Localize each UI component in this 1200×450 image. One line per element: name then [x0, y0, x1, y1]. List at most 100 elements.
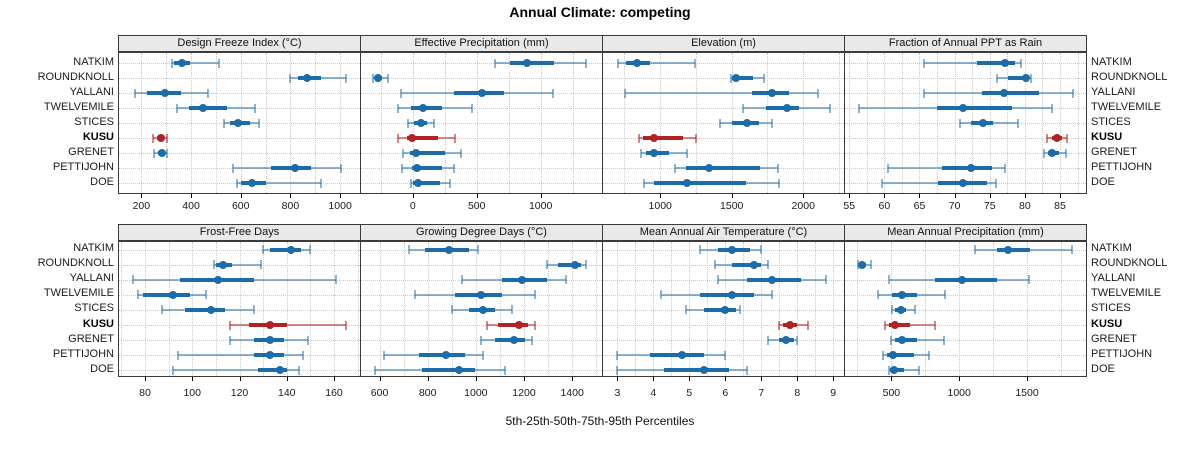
site-label-right: TWELVEMILE [1091, 100, 1162, 113]
whisker-cap-left [959, 118, 962, 128]
gridline-vertical [263, 242, 265, 376]
iqr-band-25-75 [413, 181, 441, 185]
median-dot [782, 336, 791, 345]
whisker-cap-right [218, 58, 221, 68]
axis-tick-mark [240, 194, 242, 198]
whisker-cap-left [858, 103, 861, 113]
median-dot [157, 149, 166, 157]
iqr-band-25-75 [258, 368, 287, 373]
row-guide [119, 63, 360, 64]
site-label-left: YALLANI [69, 85, 114, 98]
whisker-cap-right [1066, 133, 1069, 143]
site-label-right: PETTIJOHN [1091, 347, 1153, 360]
iqr-band-25-75 [495, 338, 525, 343]
whisker-cap-right [565, 275, 568, 285]
axis-tick-mark [891, 377, 893, 381]
whisker-cap-right [771, 290, 774, 300]
whisker-cap-right [934, 320, 937, 330]
axis-tick-mark [803, 194, 805, 198]
axis-tick-mark [191, 194, 193, 198]
row-guide [361, 78, 602, 79]
axis-tick-label: 1000 [328, 200, 352, 212]
iqr-band-25-75 [654, 181, 747, 185]
whisker-cap-right [1064, 148, 1067, 158]
iqr-band-25-75 [887, 353, 914, 358]
whisker-cap-left [1046, 133, 1049, 143]
site-label-left: GRENET [68, 332, 114, 345]
axis-tick-label: 65 [913, 200, 926, 212]
site-label-left: STICES [74, 115, 114, 128]
axis-tick-label: 400 [182, 200, 200, 212]
whisker-cap-right [1004, 163, 1007, 173]
median-dot [478, 305, 487, 314]
median-dot [768, 89, 777, 97]
gridline-vertical [833, 242, 835, 376]
whisker-cap-right [995, 178, 998, 188]
gridline-vertical [144, 242, 146, 376]
median-dot [721, 305, 730, 314]
site-label-right: NATKIM [1091, 55, 1132, 68]
site-label-left: TWELVEMILE [43, 100, 114, 113]
panel-strip: Frost-Free Days [118, 224, 361, 241]
iqr-band-25-75 [422, 368, 476, 373]
gridline-vertical [523, 242, 525, 376]
iqr-band-25-75 [982, 91, 1039, 95]
median-dot [959, 104, 968, 112]
whisker-cap-left [400, 163, 403, 173]
whisker-cap-right [807, 320, 810, 330]
whisker-cap-left [923, 58, 926, 68]
iqr-band-25-75 [188, 106, 227, 110]
whisker-cap-left [886, 163, 889, 173]
whisker-cap-right [433, 118, 436, 128]
row-guide [119, 93, 360, 94]
median-dot [743, 119, 752, 127]
whisker-cap-left [451, 305, 454, 315]
whisker-cap-right [297, 365, 300, 375]
whisker-5-95 [173, 369, 299, 372]
row-guide [845, 294, 1086, 296]
whisker-cap-left [1042, 148, 1045, 158]
median-dot [287, 245, 296, 254]
whisker-5-95 [172, 62, 220, 64]
row-guide [845, 78, 1086, 79]
axis-tick-label: 2000 [791, 200, 815, 212]
gridline-vertical [635, 242, 637, 376]
site-label-right: KUSU [1091, 317, 1123, 330]
gridline-vertical [379, 242, 381, 376]
whisker-cap-left [485, 320, 488, 330]
whisker-cap-right [386, 73, 389, 83]
site-label-right: YALLANI [1091, 272, 1136, 285]
whisker-cap-right [319, 178, 322, 188]
axis-tick-label: 75 [983, 200, 996, 212]
axis-tick-mark [379, 377, 381, 381]
axis-tick-label: 1200 [512, 387, 536, 399]
whisker-cap-right [585, 260, 588, 270]
gridline-vertical [797, 242, 799, 376]
whisker-cap-right [796, 335, 799, 345]
site-label-left: ROUNDKNOLL [37, 70, 114, 83]
row-guide [603, 108, 844, 109]
axis-tick-mark [954, 194, 956, 198]
iqr-band-25-75 [937, 106, 1013, 110]
whisker-cap-right [530, 335, 533, 345]
axis-tick-mark [334, 377, 335, 381]
whisker-cap-right [510, 305, 513, 315]
row-guide [361, 249, 602, 251]
row-guide [361, 183, 602, 184]
median-dot [1048, 149, 1057, 157]
median-dot [1053, 134, 1062, 142]
panel-strip: Effective Precipitation (mm) [360, 35, 603, 52]
x-axis-label: 5th-25th-50th-75th-95th Percentiles [505, 414, 695, 428]
whisker-cap-left [176, 103, 179, 113]
iqr-band-25-75 [732, 76, 754, 80]
whisker-cap-right [344, 320, 347, 330]
whisker-cap-left [623, 88, 626, 98]
axis-tick-mark [989, 194, 991, 198]
whisker-cap-right [166, 148, 169, 158]
median-dot [411, 149, 420, 157]
whisker-cap-left [974, 245, 977, 254]
axis-tick-label: 500 [467, 200, 486, 212]
axis-tick-label: 9 [830, 387, 837, 399]
site-label-left: GRENET [68, 145, 114, 158]
axis-tick-label: 7 [758, 387, 765, 399]
